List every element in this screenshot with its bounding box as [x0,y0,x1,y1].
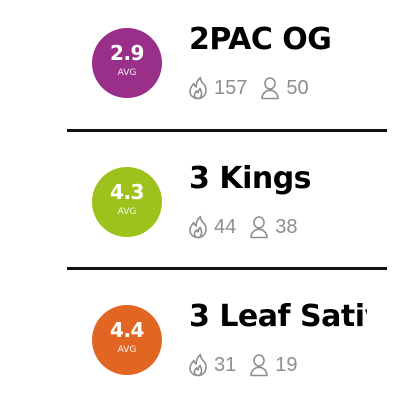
flame-icon [187,76,209,100]
strain-row[interactable]: 4.4 AVG 3 Leaf Sativ 31 19 [0,285,400,385]
strain-name: 2PAC OG [189,22,332,57]
rating-label: AVG [117,345,137,355]
strain-name: 3 Kings [189,161,312,196]
row-divider [67,129,387,132]
flame-icon [187,215,209,239]
rating-badge: 4.3 AVG [92,167,162,237]
rating-badge: 4.4 AVG [92,305,162,375]
strain-row[interactable]: 2.9 AVG 2PAC OG 157 50 [0,8,400,108]
rating-label: AVG [117,207,137,217]
rating-value: 4.4 [110,318,144,342]
row-divider [67,267,387,270]
user-icon [248,215,270,239]
burn-count: 31 [214,353,237,376]
burn-count: 44 [214,215,237,238]
strain-stats: 44 38 [187,213,310,241]
burn-count: 157 [214,76,248,99]
strain-name: 3 Leaf Sativ [189,299,367,334]
flame-icon [187,353,209,377]
rating-label: AVG [117,68,137,78]
strain-row[interactable]: 4.3 AVG 3 Kings 44 38 [0,147,400,247]
user-icon [248,353,270,377]
strain-stats: 31 19 [187,351,310,379]
rating-value: 2.9 [110,41,144,65]
review-count: 38 [275,215,298,238]
strain-stats: 157 50 [187,74,321,102]
rating-badge: 2.9 AVG [92,28,162,98]
review-count: 19 [275,353,298,376]
review-count: 50 [286,76,309,99]
user-icon [259,76,281,100]
rating-value: 4.3 [110,180,144,204]
